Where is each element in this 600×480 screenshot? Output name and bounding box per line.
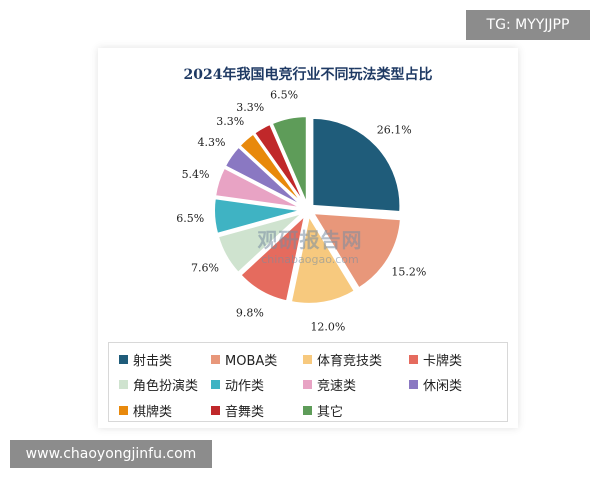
watermark-logo: 观研报告网 chinabaogao.com bbox=[210, 224, 410, 266]
slice-label-10: 6.5% bbox=[270, 88, 298, 101]
pie-slice-9 bbox=[252, 122, 306, 206]
pie-slice-5 bbox=[213, 197, 303, 236]
legend-swatch bbox=[303, 406, 312, 416]
slice-label-1: 15.2% bbox=[391, 265, 426, 278]
chart-legend: 射击类 MOBA类 体育竞技类 卡牌类角色扮演类 动作类 竞速类 休闲类棋牌类 音舞类 其它 bbox=[108, 342, 508, 422]
legend-label: 棋牌类 bbox=[133, 405, 173, 421]
legend-swatch bbox=[211, 406, 220, 416]
legend-item-7: 休闲类 bbox=[409, 375, 505, 396]
chart-card: 2024年我国电竞行业不同玩法类型占比 26.1% 15.2% 12.0% 9.8% 7… bbox=[98, 48, 518, 428]
slice-label-8: 3.3% bbox=[216, 115, 244, 128]
legend-label: 休闲类 bbox=[423, 379, 463, 395]
legend-swatch bbox=[303, 354, 312, 364]
legend-label: MOBA类 bbox=[225, 353, 278, 369]
legend-swatch bbox=[303, 380, 312, 390]
legend-swatch bbox=[119, 406, 128, 416]
legend-swatch bbox=[119, 354, 128, 364]
legend-label: 其它 bbox=[317, 405, 344, 421]
legend-label: 射击类 bbox=[133, 353, 173, 369]
legend-swatch bbox=[409, 380, 418, 390]
watermark-tag: TG: MYYJJPP bbox=[466, 10, 590, 40]
watermark-url: chinabaogao.com bbox=[261, 253, 359, 266]
legend-swatch bbox=[119, 380, 128, 390]
legend-label: 卡牌类 bbox=[423, 353, 463, 369]
legend-item-2: 体育竞技类 bbox=[303, 349, 409, 370]
legend-item-6: 竞速类 bbox=[303, 375, 409, 396]
slice-label-7: 4.3% bbox=[197, 136, 225, 149]
legend-item-3: 卡牌类 bbox=[409, 349, 505, 370]
legend-label: 体育竞技类 bbox=[317, 353, 383, 369]
pie-slice-6 bbox=[213, 166, 303, 210]
legend-item-10: 其它 bbox=[303, 400, 409, 421]
legend-item-5: 动作类 bbox=[211, 375, 303, 396]
watermark-brand: 观研报告网 bbox=[257, 228, 363, 252]
legend-item-9: 音舞类 bbox=[211, 400, 303, 421]
pie-slice-4 bbox=[216, 211, 304, 275]
pie-slice-2 bbox=[289, 213, 357, 305]
slice-label-9: 3.3% bbox=[236, 101, 264, 114]
legend-swatch bbox=[211, 354, 220, 364]
slice-label-5: 6.5% bbox=[176, 212, 204, 225]
pie-chart: 26.1% 15.2% 12.0% 9.8% 7.6% 6.5% 5.4% 4.3% 3.3%3… bbox=[176, 88, 426, 333]
legend-label: 竞速类 bbox=[317, 379, 357, 395]
legend-item-8: 棋牌类 bbox=[119, 400, 211, 421]
legend-label: 角色扮演类 bbox=[133, 379, 199, 395]
legend-item-1: MOBA类 bbox=[211, 349, 303, 370]
legend-item-4: 角色扮演类 bbox=[119, 375, 211, 396]
slice-label-4: 7.6% bbox=[191, 261, 219, 274]
legend-label: 音舞类 bbox=[225, 405, 265, 421]
slice-label-3: 9.8% bbox=[236, 307, 264, 320]
legend-swatch bbox=[409, 354, 418, 364]
slice-label-6: 5.4% bbox=[182, 168, 210, 181]
legend-label: 动作类 bbox=[225, 379, 265, 395]
pie-slice-3 bbox=[239, 212, 307, 303]
pie-slice-1 bbox=[311, 211, 402, 290]
slice-label-0: 26.1% bbox=[377, 123, 412, 136]
legend-item-0: 射击类 bbox=[119, 349, 211, 370]
site-url-banner: www.chaoyongjinfu.com bbox=[10, 440, 212, 468]
pie-slice-10 bbox=[270, 115, 308, 205]
legend-swatch bbox=[211, 380, 220, 390]
pie-slice-8 bbox=[238, 132, 305, 207]
chart-title: 2024年我国电竞行业不同玩法类型占比 bbox=[183, 67, 433, 83]
pie-slice-7 bbox=[223, 145, 304, 208]
slice-label-2: 12.0% bbox=[310, 320, 345, 333]
pie-slice-0 bbox=[311, 116, 402, 214]
